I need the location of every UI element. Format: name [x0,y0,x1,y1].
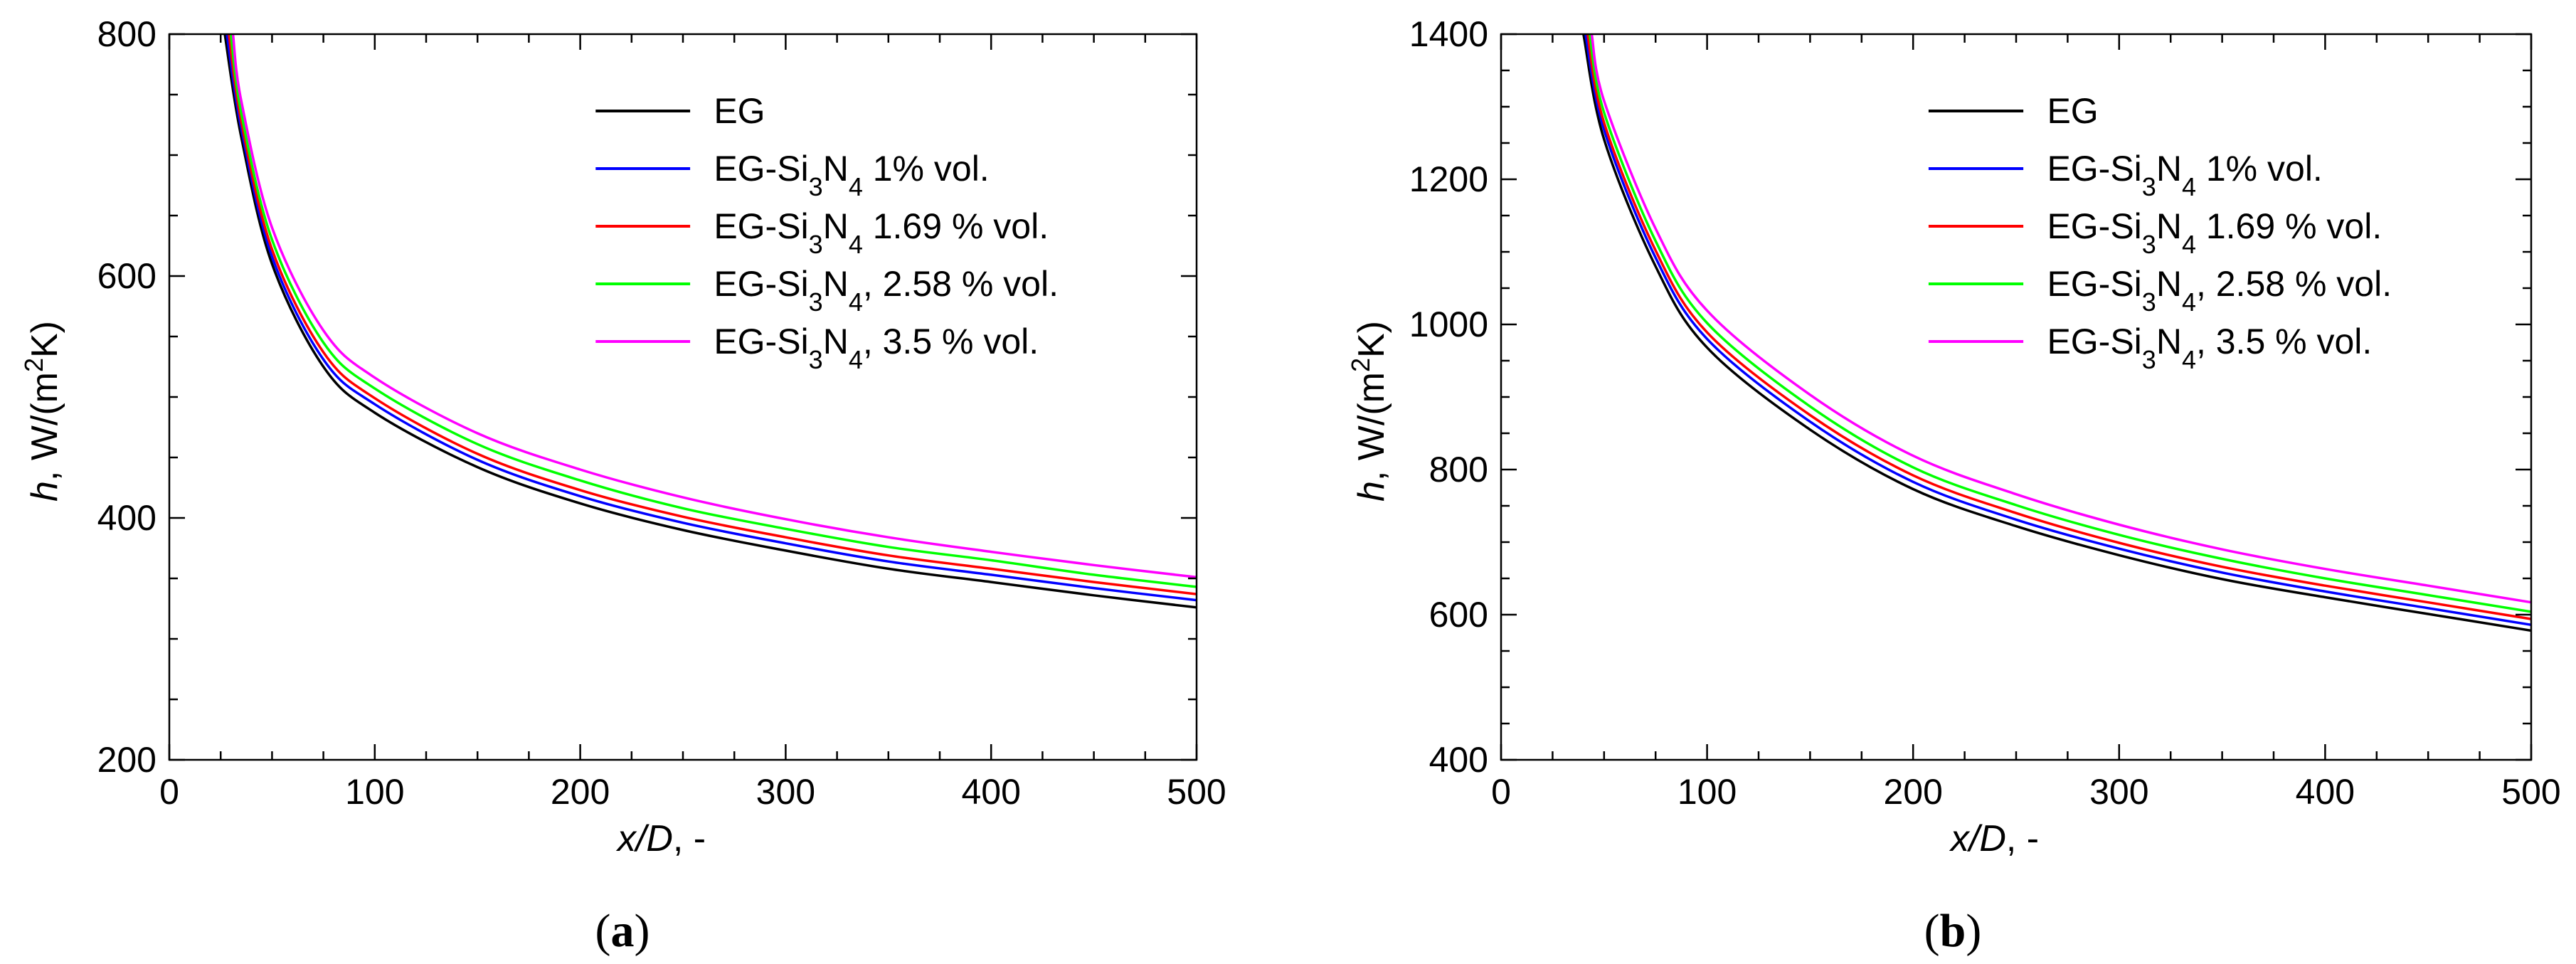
legend-label: EG-Si3N4 1.69 % vol. [2047,206,2382,259]
x-tick-label: 400 [2296,772,2355,812]
y-tick-label: 800 [1429,450,1488,489]
x-tick-label: 400 [961,772,1020,812]
x-tick-label: 0 [159,772,179,812]
x-axis-label: x/D, - [615,818,706,859]
series-line-2 [1586,34,2531,620]
y-axis-label: h, W/(m2K) [1346,321,1393,502]
legend-label: EG [714,91,765,131]
legend-label: EG-Si3N4, 3.5 % vol. [2047,322,2372,374]
panel-label: (a) [595,905,650,957]
y-tick-label: 200 [97,740,157,780]
series-line-1 [1584,34,2531,627]
legend-label: EG [2047,91,2098,131]
x-axis-label: x/D, - [1949,818,2039,859]
series-line-0 [1582,34,2531,632]
y-axis-label: h, W/(m2K) [19,321,66,502]
legend-label: EG-Si3N4 1% vol. [2047,149,2322,201]
x-tick-label: 100 [1677,772,1737,812]
series-group [223,34,1197,609]
chart-panel-a: 0 100 200 300 400 500 200 400 600 800 x/D, - h, W/(… [19,14,1226,957]
x-tick-label: 100 [345,772,404,812]
y-tick-label: 1400 [1409,14,1488,54]
legend-label: EG-Si3N4, 2.58 % vol. [714,264,1059,317]
chart-panel-b: 0 100 200 300 400 500 400 600 800 1000 1200 1400 x/D… [1346,14,2561,957]
y-tick-label: 1000 [1409,304,1488,344]
legend-label: EG-Si3N4 1% vol. [714,149,989,201]
series-line-3 [1588,34,2531,613]
series-line-4 [1590,34,2531,604]
series-line-2 [228,34,1197,595]
y-tick-label: 800 [97,14,157,54]
series-line-1 [226,34,1197,602]
legend-label: EG-Si3N4, 3.5 % vol. [714,322,1039,374]
x-tick-label: 200 [551,772,610,812]
panel-label: (b) [1924,905,1982,957]
series-group [1582,34,2531,632]
series-line-4 [231,34,1197,579]
x-tick-label: 300 [2089,772,2148,812]
legend-label: EG-Si3N4, 2.58 % vol. [2047,264,2392,317]
panels: 0 100 200 300 400 500 200 400 600 800 x/D, - h, W/(… [19,14,2561,957]
y-tick-label: 400 [97,498,157,538]
series-line-3 [229,34,1197,588]
x-tick-label: 200 [1883,772,1942,812]
y-tick-label: 1200 [1409,159,1488,199]
y-tick-label: 400 [1429,740,1488,780]
x-tick-label: 500 [2501,772,2560,812]
x-tick-label: 0 [1491,772,1511,812]
series-line-0 [223,34,1197,609]
legend-label: EG-Si3N4 1.69 % vol. [714,206,1049,259]
x-tick-label: 300 [756,772,815,812]
y-tick-label: 600 [1429,595,1488,635]
x-tick-label: 500 [1167,772,1226,812]
y-tick-label: 600 [97,256,157,296]
